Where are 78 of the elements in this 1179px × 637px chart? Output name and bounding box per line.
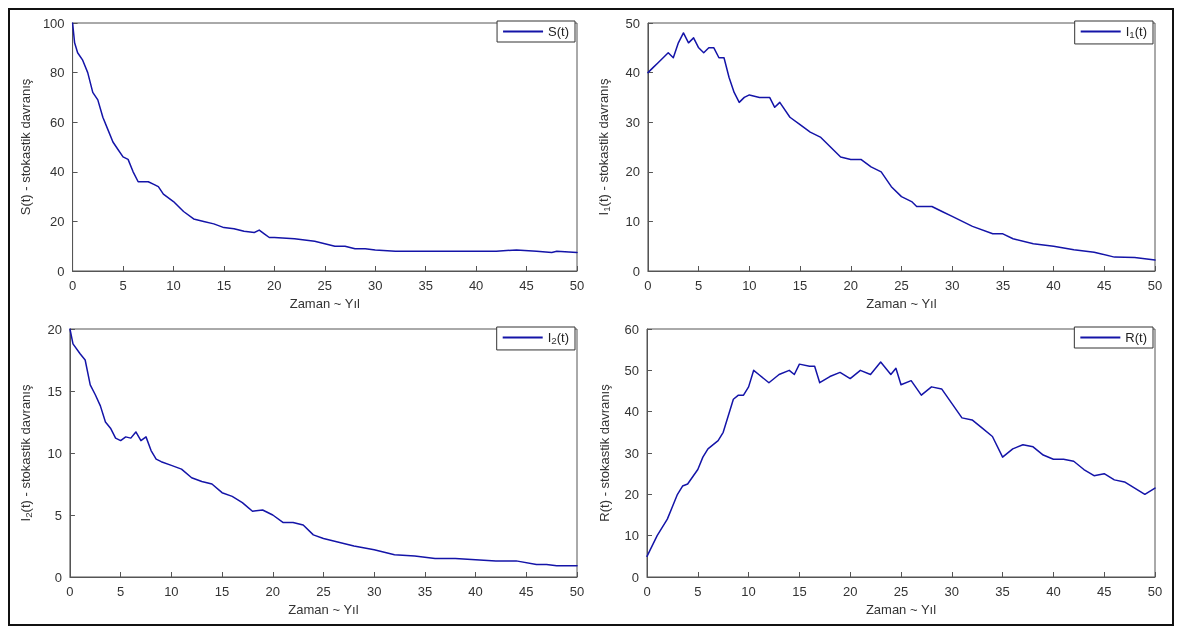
x-tick-label: 25 (894, 278, 909, 293)
x-tick-label: 50 (569, 278, 585, 293)
x-tick-label: 30 (366, 584, 382, 599)
x-tick-label: 25 (893, 584, 909, 599)
x-tick-label: 50 (1147, 278, 1163, 293)
x-tick-label: 10 (741, 584, 756, 599)
y-tick-label: 20 (50, 213, 65, 229)
x-tick-label: 5 (694, 584, 702, 599)
y-axis-title: S(t) - stokastik davranış (18, 78, 33, 216)
y-tick-label: 30 (625, 114, 640, 130)
y-tick-label: 40 (625, 65, 640, 81)
x-tick-label: 5 (695, 278, 703, 293)
x-tick-label: 20 (265, 584, 280, 599)
x-tick-label: 30 (368, 278, 383, 293)
y-tick-label: 0 (632, 263, 640, 279)
line-series (69, 328, 578, 567)
x-tick-label: 40 (468, 584, 483, 599)
y-tick-label: 10 (624, 528, 639, 544)
x-axis-title: Zaman ~ Yıl (866, 295, 937, 311)
y-tick-label: 10 (625, 213, 640, 229)
x-axis-title: Zaman ~ Yıl (865, 601, 937, 617)
x-tick-label: 40 (1046, 584, 1061, 599)
x-tick-label: 30 (944, 278, 960, 293)
x-tick-label: 35 (418, 278, 433, 293)
y-tick-label: 60 (50, 114, 65, 130)
x-tick-label: 35 (995, 584, 1010, 599)
x-tick-label: 15 (214, 584, 230, 599)
y-tick-label: 40 (624, 404, 639, 420)
x-tick-label: 45 (1097, 278, 1112, 293)
x-tick-label: 15 (792, 278, 808, 293)
x-tick-label: 50 (569, 584, 585, 599)
x-tick-label: 20 (267, 278, 282, 293)
y-tick-label: 5 (54, 507, 62, 523)
x-tick-label: 25 (317, 278, 333, 293)
x-tick-label: 10 (166, 278, 181, 293)
line-series (71, 22, 578, 254)
y-tick-label: 30 (624, 445, 639, 461)
x-tick-label: 0 (643, 584, 651, 599)
legend-label: S(t) (548, 24, 570, 39)
legend-label: R(t) (1125, 330, 1148, 345)
x-tick-label: 50 (1147, 584, 1163, 599)
x-tick-label: 5 (117, 584, 125, 599)
x-tick-label: 45 (1096, 584, 1112, 599)
y-tick-label: 80 (50, 65, 65, 81)
x-tick-label: 15 (792, 584, 807, 599)
x-tick-label: 10 (742, 278, 757, 293)
x-tick-label: 35 (417, 584, 433, 599)
x-tick-label: 15 (216, 278, 232, 293)
y-tick-label: 100 (42, 15, 65, 31)
x-tick-label: 45 (519, 278, 534, 293)
y-tick-label: 0 (57, 263, 65, 279)
line-series (646, 361, 1156, 558)
x-tick-label: 25 (316, 584, 331, 599)
x-tick-label: 30 (944, 584, 960, 599)
x-axis-title: Zaman ~ Yıl (289, 295, 361, 311)
y-tick-label: 20 (625, 164, 640, 180)
y-axis-title: R(t) - stokastik davranış (597, 383, 612, 522)
x-tick-label: 45 (519, 584, 534, 599)
y-tick-label: 60 (624, 321, 639, 337)
x-tick-label: 20 (842, 584, 858, 599)
y-tick-label: 50 (625, 15, 640, 31)
y-tick-label: 15 (47, 383, 62, 399)
y-tick-label: 40 (50, 164, 65, 180)
x-tick-label: 10 (164, 584, 179, 599)
x-tick-label: 5 (119, 278, 127, 293)
y-tick-label: 20 (47, 321, 62, 337)
y-tick-label: 20 (624, 486, 639, 502)
x-tick-label: 40 (468, 278, 484, 293)
x-tick-label: 35 (995, 278, 1011, 293)
x-tick-label: 40 (1046, 278, 1061, 293)
x-tick-label: 0 (644, 278, 652, 293)
y-tick-label: 10 (47, 445, 62, 461)
y-tick-label: 0 (54, 569, 62, 585)
x-tick-label: 0 (68, 278, 77, 293)
y-tick-label: 0 (631, 569, 639, 585)
x-axis-title: Zaman ~ Yıl (288, 601, 359, 617)
y-tick-label: 50 (624, 362, 639, 378)
x-tick-label: 20 (843, 278, 858, 293)
